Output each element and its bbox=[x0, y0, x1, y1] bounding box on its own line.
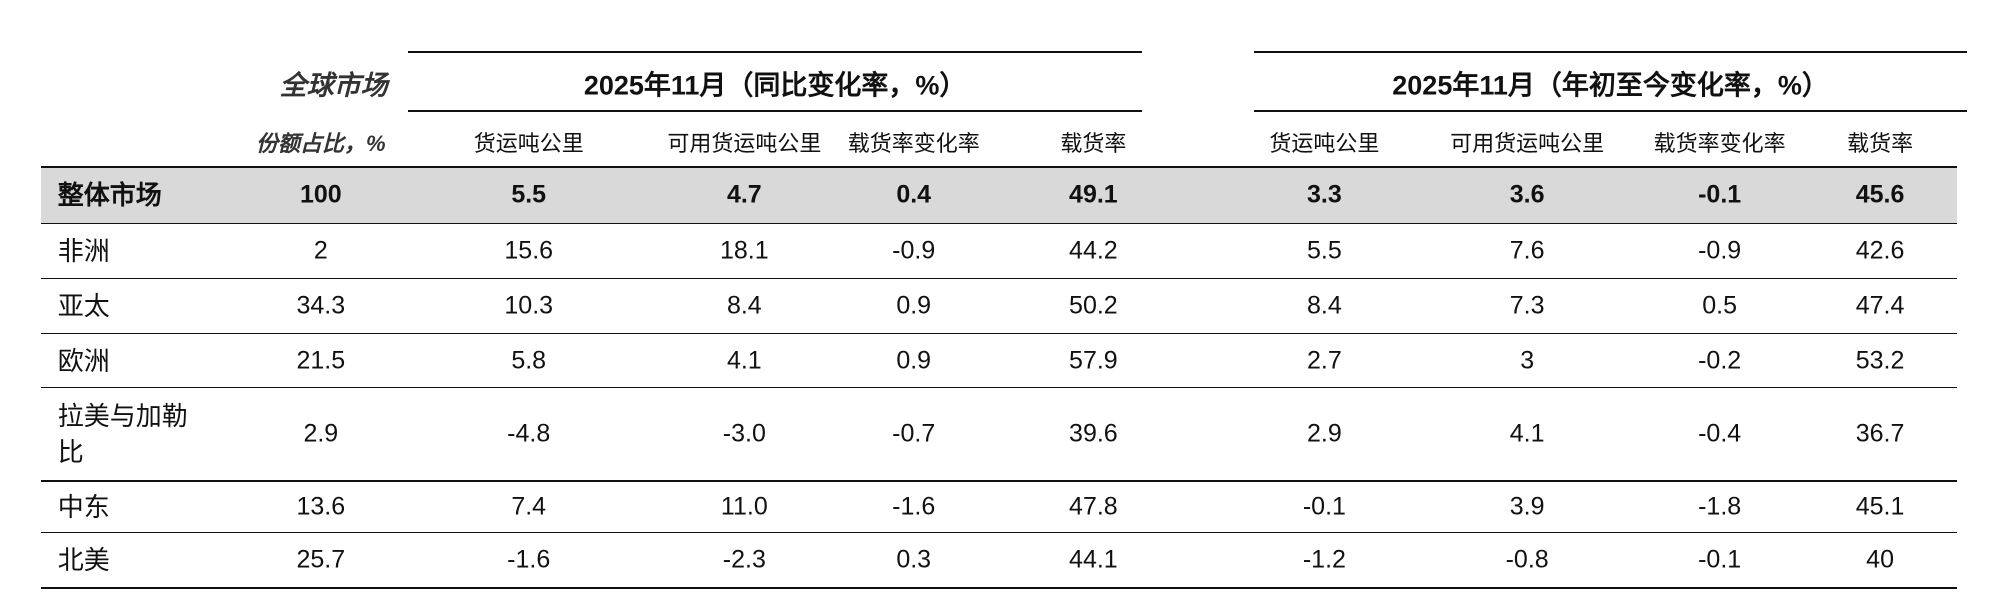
cell: -0.7 bbox=[892, 419, 936, 448]
rule bbox=[408, 110, 1143, 113]
cell: 2 bbox=[313, 236, 328, 265]
cell: 53.2 bbox=[1855, 346, 1905, 375]
row-label: 北美 bbox=[57, 545, 110, 576]
cell: 34.3 bbox=[296, 291, 346, 320]
cell: 13.6 bbox=[296, 492, 346, 521]
market-share-subtitle: 份额占比，% bbox=[256, 131, 386, 157]
rule bbox=[41, 531, 1958, 534]
market-share-title: 全球市场 bbox=[279, 70, 388, 101]
row-label: 整体市场 bbox=[57, 180, 162, 211]
row-label: 亚太 bbox=[57, 291, 110, 322]
cell: -0.1 bbox=[1302, 492, 1346, 521]
column-header: 货运吨公里 bbox=[1269, 131, 1380, 157]
cell: 36.7 bbox=[1855, 419, 1905, 448]
column-header: 载货率变化率 bbox=[847, 131, 980, 157]
cell: 57.9 bbox=[1069, 346, 1118, 375]
cell: -0.2 bbox=[1698, 346, 1742, 375]
cell: 11.0 bbox=[720, 492, 768, 521]
cell: 0.3 bbox=[896, 545, 932, 574]
cell: 45.1 bbox=[1855, 492, 1905, 521]
cell: 42.6 bbox=[1855, 236, 1905, 265]
cell: -2.3 bbox=[722, 545, 766, 574]
cell: 100 bbox=[299, 180, 342, 209]
cell: 50.2 bbox=[1069, 291, 1118, 320]
group-title: 2025年11月（年初至今变化率，%） bbox=[1392, 70, 1829, 101]
rule bbox=[41, 480, 1958, 482]
cell: 44.1 bbox=[1069, 545, 1118, 574]
cell: -1.8 bbox=[1698, 492, 1742, 521]
rule bbox=[41, 165, 1958, 169]
cell: 4.1 bbox=[726, 346, 762, 375]
column-header: 载货率 bbox=[1847, 131, 1914, 157]
cell: 7.4 bbox=[511, 492, 547, 521]
cell: -1.6 bbox=[892, 492, 936, 521]
cell: 4.7 bbox=[726, 180, 762, 209]
cell: 47.8 bbox=[1069, 492, 1118, 521]
cell: -4.8 bbox=[507, 419, 551, 448]
rule bbox=[1253, 51, 1968, 54]
cell: 3 bbox=[1520, 346, 1535, 375]
group-title: 2025年11月（同比变化率，%） bbox=[583, 70, 967, 101]
cell: 0.9 bbox=[896, 291, 932, 320]
cell: 0.5 bbox=[1702, 291, 1738, 320]
rule bbox=[41, 386, 1958, 389]
row-label: 拉美与加勒比 bbox=[57, 401, 188, 468]
column-header: 载货率变化率 bbox=[1653, 131, 1786, 157]
cell: -1.6 bbox=[507, 545, 551, 574]
cell: 2.7 bbox=[1307, 346, 1342, 375]
cell: -0.9 bbox=[892, 236, 936, 265]
cell: 8.4 bbox=[726, 291, 762, 320]
cell: -0.9 bbox=[1698, 236, 1742, 265]
row-label: 中东 bbox=[57, 491, 110, 522]
rule bbox=[1253, 110, 1968, 113]
cell: 0.4 bbox=[896, 180, 932, 209]
cell: 15.6 bbox=[504, 236, 554, 265]
cell: 45.6 bbox=[1855, 180, 1905, 209]
row-label: 非洲 bbox=[57, 235, 110, 266]
cell: -3.0 bbox=[722, 419, 766, 448]
cell: 3.3 bbox=[1307, 180, 1342, 209]
cell: 40 bbox=[1866, 545, 1894, 574]
cell: -0.1 bbox=[1698, 545, 1742, 574]
cell: 21.5 bbox=[296, 346, 346, 375]
column-header: 可用货运吨公里 bbox=[667, 131, 822, 157]
highlight-row-bg bbox=[41, 166, 1958, 224]
cell: 4.1 bbox=[1509, 419, 1545, 448]
cell: 2.9 bbox=[1307, 419, 1342, 448]
column-header: 载货率 bbox=[1060, 131, 1127, 157]
cell: 2.9 bbox=[303, 419, 339, 448]
cell: 39.6 bbox=[1069, 419, 1118, 448]
cell: 3.9 bbox=[1509, 492, 1545, 521]
column-header: 货运吨公里 bbox=[473, 131, 584, 157]
rule bbox=[41, 586, 1958, 590]
cell: 44.2 bbox=[1069, 236, 1118, 265]
cell: 5.5 bbox=[511, 180, 547, 209]
row-label: 欧洲 bbox=[57, 345, 110, 376]
cell: 8.4 bbox=[1307, 291, 1342, 320]
rule bbox=[41, 222, 1958, 225]
cell: 7.6 bbox=[1509, 236, 1545, 265]
cell: 5.8 bbox=[511, 346, 547, 375]
cell: 5.5 bbox=[1307, 236, 1342, 265]
cell: -0.4 bbox=[1698, 419, 1742, 448]
cell: 18.1 bbox=[719, 236, 769, 265]
rule bbox=[41, 277, 1958, 280]
cell: -0.1 bbox=[1698, 180, 1742, 209]
cell: 7.3 bbox=[1509, 291, 1545, 320]
rule bbox=[408, 51, 1143, 54]
cell: 49.1 bbox=[1069, 180, 1118, 209]
cell: 0.9 bbox=[896, 346, 932, 375]
cell: 25.7 bbox=[296, 545, 346, 574]
cell: 10.3 bbox=[504, 291, 554, 320]
cell: -0.8 bbox=[1505, 545, 1549, 574]
cell: -1.2 bbox=[1302, 545, 1346, 574]
rule bbox=[41, 332, 1958, 335]
cell: 47.4 bbox=[1855, 291, 1905, 320]
cell: 3.6 bbox=[1509, 180, 1545, 209]
column-header: 可用货运吨公里 bbox=[1450, 131, 1605, 157]
